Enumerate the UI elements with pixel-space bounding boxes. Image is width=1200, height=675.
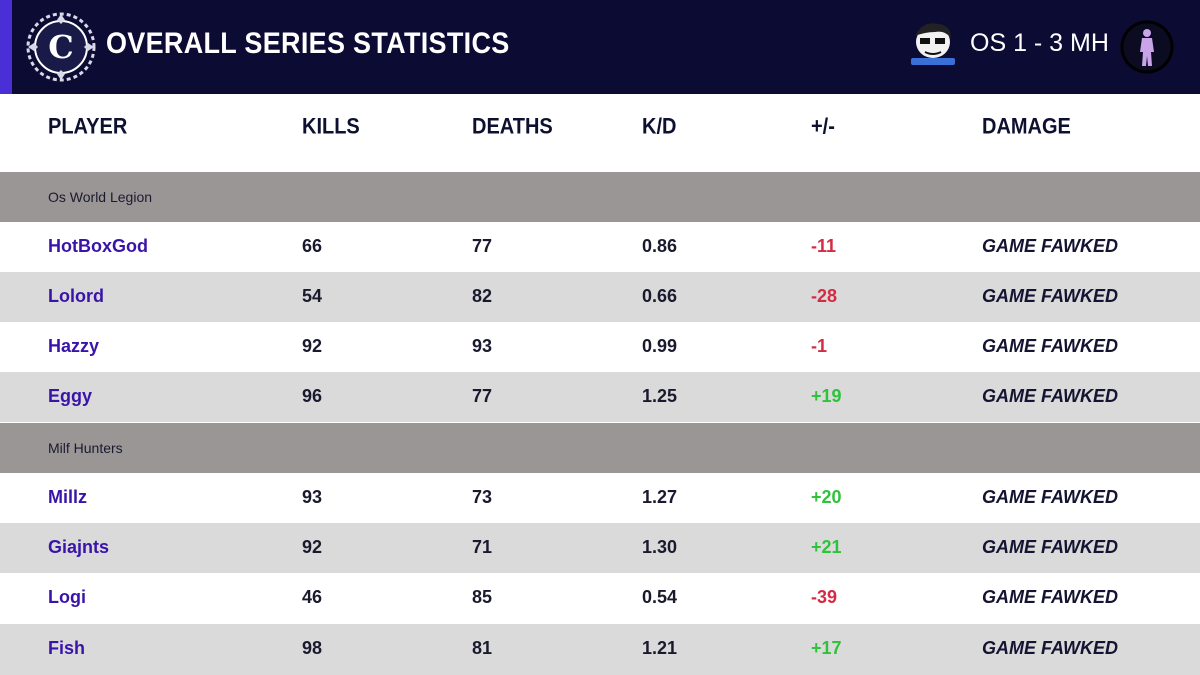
table-row: HotBoxGod 66 77 0.86 -11 GAME FAWKED: [0, 222, 1200, 272]
damage-value: GAME FAWKED: [982, 236, 1119, 256]
deaths-value: 77: [472, 236, 493, 256]
player-name: Lolord: [48, 286, 104, 306]
kd-value: 1.27: [642, 487, 678, 507]
kills-value: 98: [302, 638, 323, 658]
damage-value: GAME FAWKED: [982, 336, 1119, 356]
team-name: Os World Legion: [48, 189, 153, 205]
table-row: Lolord 54 82 0.66 -28 GAME FAWKED: [0, 272, 1200, 322]
player-name: Giajnts: [48, 537, 110, 557]
damage-value: GAME FAWKED: [982, 386, 1119, 406]
plusminus-value: -11: [811, 236, 837, 256]
page-title: OVERALL SERIES STATISTICS: [106, 27, 510, 60]
deaths-value: 93: [472, 336, 493, 356]
player-name: HotBoxGod: [48, 236, 148, 256]
kd-value: 0.99: [642, 336, 678, 356]
team-group-row: Os World Legion: [0, 172, 1200, 222]
plusminus-value: +17: [811, 638, 842, 658]
kills-value: 93: [302, 487, 323, 507]
kd-value: 1.30: [642, 537, 678, 557]
deaths-value: 82: [472, 286, 493, 306]
kills-value: 92: [302, 336, 323, 356]
deaths-value: 81: [472, 638, 493, 658]
kd-value: 0.86: [642, 236, 678, 256]
team-mh-logo-icon: [1120, 20, 1174, 74]
table-row: Hazzy 92 93 0.99 -1 GAME FAWKED: [0, 322, 1200, 372]
player-name: Millz: [48, 487, 87, 507]
header-bar: C OVERALL SERIES STATISTICS OS 1 - 3 MH: [0, 0, 1200, 94]
kd-value: 1.25: [642, 386, 678, 406]
plusminus-value: +21: [811, 537, 842, 557]
damage-value: GAME FAWKED: [982, 587, 1119, 607]
deaths-value: 77: [472, 386, 493, 406]
deaths-value: 85: [472, 587, 493, 607]
series-score: OS 1 - 3 MH: [970, 29, 1109, 57]
team-os-logo-icon: [911, 23, 955, 65]
kills-value: 54: [302, 286, 323, 306]
plusminus-value: +20: [811, 487, 842, 507]
deaths-value: 71: [472, 537, 493, 557]
kd-value: 1.21: [642, 638, 678, 658]
kills-value: 66: [302, 236, 323, 256]
kills-value: 96: [302, 386, 323, 406]
header-kills: KILLS: [302, 115, 360, 140]
header-damage: DAMAGE: [982, 115, 1071, 140]
kills-value: 92: [302, 537, 323, 557]
table-row: Eggy 96 77 1.25 +19 GAME FAWKED: [0, 372, 1200, 422]
kd-value: 0.66: [642, 286, 678, 306]
player-name: Eggy: [48, 386, 93, 406]
deaths-value: 73: [472, 487, 493, 507]
player-name: Hazzy: [48, 336, 100, 356]
plusminus-value: -1: [811, 336, 828, 356]
header-plusminus: +/-: [811, 115, 835, 140]
table-row: Fish 98 81 1.21 +17 GAME FAWKED: [0, 624, 1200, 675]
plusminus-value: +19: [811, 386, 842, 406]
header-kd: K/D: [642, 115, 677, 140]
table-row: Logi 46 85 0.54 -39 GAME FAWKED: [0, 573, 1200, 623]
damage-value: GAME FAWKED: [982, 487, 1119, 507]
team-group-row: Milf Hunters: [0, 423, 1200, 473]
table-row: Giajnts 92 71 1.30 +21 GAME FAWKED: [0, 523, 1200, 573]
svg-text:C: C: [48, 28, 73, 66]
player-name: Logi: [48, 587, 86, 607]
header-deaths: DEATHS: [472, 115, 553, 140]
league-crest-icon: C: [26, 12, 96, 82]
table-row: Millz 93 73 1.27 +20 GAME FAWKED: [0, 473, 1200, 523]
kd-value: 0.54: [642, 587, 678, 607]
kills-value: 46: [302, 587, 323, 607]
damage-value: GAME FAWKED: [982, 537, 1119, 557]
player-name: Fish: [48, 638, 86, 658]
header-player: PLAYER: [48, 115, 128, 140]
plusminus-value: -39: [811, 587, 838, 607]
header-accent-stripe: [0, 0, 12, 94]
damage-value: GAME FAWKED: [982, 638, 1119, 658]
column-headers: PLAYER KILLS DEATHS K/D +/- DAMAGE: [0, 94, 1200, 172]
damage-value: GAME FAWKED: [982, 286, 1119, 306]
team-name: Milf Hunters: [48, 440, 123, 456]
plusminus-value: -28: [811, 286, 838, 306]
